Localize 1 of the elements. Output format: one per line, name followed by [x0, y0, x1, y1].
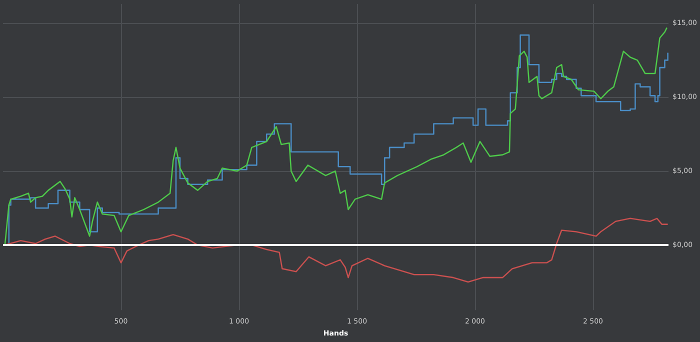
line-series — [4, 218, 668, 283]
